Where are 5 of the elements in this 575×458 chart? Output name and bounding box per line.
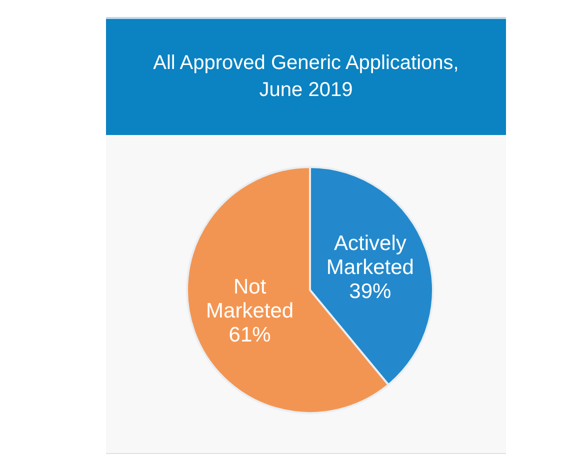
chart-title: All Approved Generic Applications, June 2019 bbox=[152, 51, 460, 103]
data-label: 39% bbox=[349, 280, 392, 304]
data-label: 61% bbox=[228, 323, 271, 346]
slice-label: Not Marketed bbox=[206, 275, 294, 322]
slice-label: Actively Marketed bbox=[326, 232, 414, 280]
